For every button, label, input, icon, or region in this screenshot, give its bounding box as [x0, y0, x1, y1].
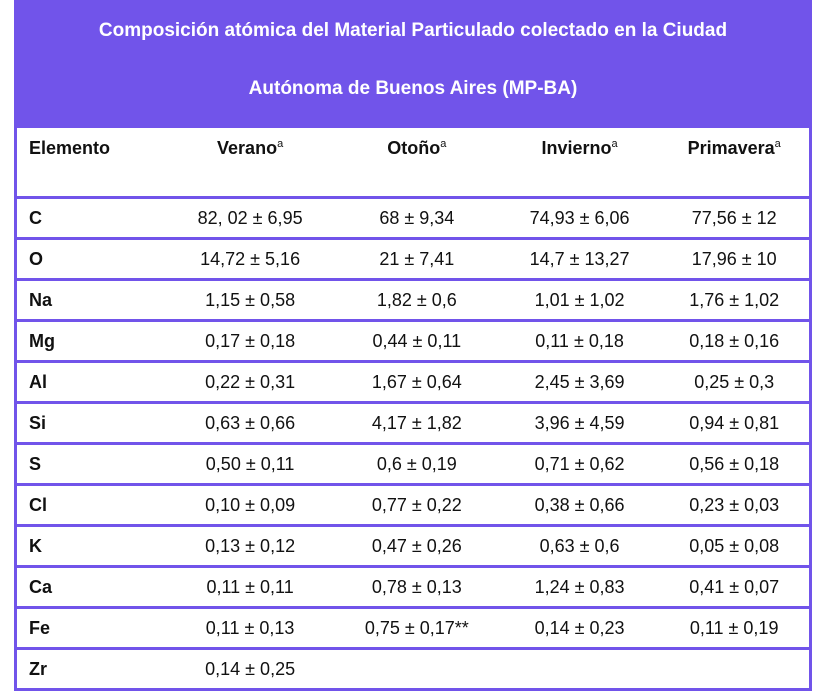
table-row: Cl 0,10 ± 0,09 0,77 ± 0,22 0,38 ± 0,66 0,23 …	[15, 485, 811, 526]
value-cell: 0,56 ± 0,18	[689, 453, 780, 474]
value-cell: 0,50 ± 0,11	[205, 453, 295, 474]
value-cell: 1,82 ± 0,6	[376, 289, 457, 310]
value-cell: 0,11 ± 0,18	[535, 330, 624, 351]
element-cell: Ca	[29, 576, 53, 597]
value-cell: 0,23 ± 0,03	[689, 494, 780, 515]
value-cell: 0,41 ± 0,07	[689, 576, 780, 597]
element-cell: S	[29, 453, 42, 474]
value-cell	[659, 649, 810, 690]
value-cell: 0,17 ± 0,18	[205, 330, 296, 351]
value-cell: 74,93 ± 6,06	[529, 207, 630, 228]
value-cell: 14,7 ± 13,27	[529, 248, 630, 269]
value-cell: 0,71 ± 0,62	[534, 453, 625, 474]
column-header-label: Verano	[217, 138, 278, 158]
value-cell: 0,63 ± 0,66	[205, 412, 296, 433]
value-cell: 4,17 ± 1,82	[371, 412, 462, 433]
value-cell: 0,63 ± 0,6	[539, 535, 620, 556]
value-cell: 82, 02 ± 6,95	[197, 207, 303, 228]
table-row: Mg 0,17 ± 0,18 0,44 ± 0,11 0,11 ± 0,18 0,18 …	[15, 321, 811, 362]
title-line-2: Autónoma de Buenos Aires (MP-BA)	[248, 78, 578, 99]
element-cell: Al	[29, 371, 47, 392]
table-row: K 0,13 ± 0,12 0,47 ± 0,26 0,63 ± 0,6 0,05 ± …	[15, 526, 811, 567]
table-row: C 82, 02 ± 6,95 68 ± 9,34 74,93 ± 6,06 77,56…	[15, 198, 811, 239]
value-cell	[334, 649, 500, 690]
value-cell: 0,14 ± 0,25	[205, 658, 296, 679]
value-cell: 0,38 ± 0,66	[534, 494, 625, 515]
value-cell: 0,77 ± 0,22	[371, 494, 462, 515]
value-cell: 77,56 ± 12	[691, 207, 777, 228]
column-header: Inviernoa	[500, 128, 660, 198]
table-row: O 14,72 ± 5,16 21 ± 7,41 14,7 ± 13,27 17,96 …	[15, 239, 811, 280]
value-cell: 1,67 ± 0,64	[371, 371, 462, 392]
table-row: S 0,50 ± 0,11 0,6 ± 0,19 0,71 ± 0,62 0,56 ± …	[15, 444, 811, 485]
element-cell: K	[29, 535, 42, 556]
element-cell: Fe	[29, 617, 51, 638]
value-cell: 0,13 ± 0,12	[205, 535, 296, 556]
table-title: Composición atómica del Material Particu…	[14, 0, 812, 128]
table-figure: Composición atómica del Material Particu…	[14, 0, 812, 691]
value-cell: 0,14 ± 0,23	[534, 617, 625, 638]
value-cell: 1,76 ± 1,02	[689, 289, 780, 310]
column-header: Veranoa	[166, 128, 334, 198]
value-cell: 0,10 ± 0,09	[205, 494, 296, 515]
column-header: Elemento	[16, 128, 167, 198]
value-cell: 0,05 ± 0,08	[689, 535, 780, 556]
table-row: Fe 0,11 ± 0,13 0,75 ± 0,17** 0,14 ± 0,23 0,1…	[15, 608, 811, 649]
value-cell: 2,45 ± 3,69	[534, 371, 625, 392]
element-cell: O	[29, 248, 44, 269]
value-cell: 0,11 ± 0,13	[205, 617, 295, 638]
value-cell: 0,6 ± 0,19	[376, 453, 457, 474]
value-cell: 0,18 ± 0,16	[689, 330, 780, 351]
element-cell: Na	[29, 289, 53, 310]
table-row: Zr 0,14 ± 0,25	[15, 649, 811, 690]
value-cell: 0,11 ± 0,19	[689, 617, 779, 638]
value-cell: 14,72 ± 5,16	[200, 248, 301, 269]
composition-table: Elemento Veranoa Otoñoa Inviernoa Primaveraa…	[14, 128, 812, 691]
table-row: Ca 0,11 ± 0,11 0,78 ± 0,13 1,24 ± 0,83 0,41 …	[15, 567, 811, 608]
value-cell: 0,22 ± 0,31	[205, 371, 296, 392]
table-row: Na 1,15 ± 0,58 1,82 ± 0,6 1,01 ± 1,02 1,76 ±…	[15, 280, 811, 321]
element-cell: Si	[29, 412, 47, 433]
value-cell: 0,94 ± 0,81	[689, 412, 780, 433]
value-cell: 0,75 ± 0,17**	[364, 617, 469, 638]
title-line-1: Composición atómica del Material Particu…	[98, 20, 728, 41]
value-cell: 3,96 ± 4,59	[534, 412, 625, 433]
element-cell: Zr	[29, 658, 47, 679]
element-cell: C	[29, 207, 42, 228]
column-header: Primaveraa	[659, 128, 810, 198]
value-cell: 68 ± 9,34	[379, 207, 455, 228]
value-cell: 0,11 ± 0,11	[206, 576, 294, 597]
column-header: Otoñoa	[334, 128, 500, 198]
value-cell: 21 ± 7,41	[379, 248, 455, 269]
column-header-label: Invierno	[541, 138, 612, 158]
value-cell: 1,24 ± 0,83	[534, 576, 625, 597]
value-cell: 0,78 ± 0,13	[371, 576, 462, 597]
table-row: Al 0,22 ± 0,31 1,67 ± 0,64 2,45 ± 3,69 0,25 …	[15, 362, 811, 403]
footnote-marker: a	[277, 138, 284, 150]
header-row: Elemento Veranoa Otoñoa Inviernoa Primaveraa	[15, 128, 811, 198]
value-cell: 0,44 ± 0,11	[372, 330, 462, 351]
value-cell: 17,96 ± 10	[691, 248, 777, 269]
element-cell: Cl	[29, 494, 47, 515]
footnote-marker: a	[611, 138, 618, 150]
footnote-marker: a	[774, 138, 781, 150]
value-cell	[500, 649, 660, 690]
table-row: Si 0,63 ± 0,66 4,17 ± 1,82 3,96 ± 4,59 0,94 …	[15, 403, 811, 444]
value-cell: 0,25 ± 0,3	[694, 371, 775, 392]
column-header-label: Primavera	[687, 138, 775, 158]
value-cell: 1,01 ± 1,02	[534, 289, 625, 310]
footnote-marker: a	[440, 138, 447, 150]
column-header-label: Elemento	[29, 138, 111, 158]
value-cell: 0,47 ± 0,26	[371, 535, 462, 556]
value-cell: 1,15 ± 0,58	[205, 289, 296, 310]
column-header-label: Otoño	[387, 138, 441, 158]
element-cell: Mg	[29, 330, 55, 351]
